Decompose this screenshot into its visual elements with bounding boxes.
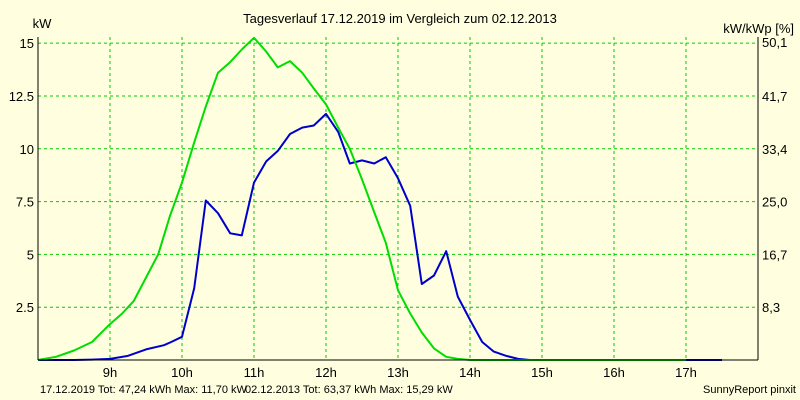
y-tick-label-5: 15 (20, 36, 34, 51)
y-tick-label-1: 5 (27, 247, 34, 262)
chart-title: Tagesverlauf 17.12.2019 im Vergleich zum… (243, 11, 557, 26)
footer-credit: SunnyReport pinxit (703, 384, 796, 396)
x-tick-label-6: 15h (531, 365, 553, 380)
series-line-17-12-2019 (38, 112, 722, 361)
grid-lines (38, 37, 758, 360)
x-tick-label-0: 9h (103, 365, 117, 380)
series-lines (37, 36, 722, 361)
right-tick-label-0: 8,3 (762, 300, 780, 315)
x-tick-label-4: 13h (387, 365, 409, 380)
footer-series-2013: 02.12.2013 Tot: 63,37 kWh Max: 15,29 kW (245, 384, 453, 396)
axis-tick-labels: 2.5 5 7.5 10 12.5 15 8,3 16,7 25,0 33,4 41,7 50,1 9h… (9, 35, 788, 380)
y-tick-label-3: 10 (20, 142, 34, 157)
left-axis-unit-label: kW (33, 16, 53, 31)
footer-series-2019: 17.12.2019 Tot: 47,24 kWh Max: 11,70 kW (40, 384, 247, 396)
right-axis-unit-label: kW/kWp [%] (723, 21, 794, 36)
series-line-02-12-2013 (37, 36, 686, 361)
right-tick-label-1: 16,7 (762, 247, 787, 262)
x-tick-label-2: 11h (244, 365, 265, 380)
y-tick-label-0: 2.5 (16, 300, 34, 315)
right-tick-label-4: 41,7 (762, 89, 787, 104)
right-tick-label-3: 33,4 (762, 142, 787, 157)
x-tick-label-1: 10h (171, 365, 193, 380)
y-tick-label-2: 7.5 (16, 195, 34, 210)
x-tick-label-7: 16h (603, 365, 625, 380)
x-tick-label-8: 17h (675, 365, 697, 380)
right-tick-label-5: 50,1 (762, 35, 787, 50)
x-tick-label-3: 12h (315, 365, 337, 380)
y-tick-label-4: 12.5 (9, 89, 34, 104)
x-tick-label-5: 14h (459, 365, 481, 380)
right-tick-label-2: 25,0 (762, 195, 787, 210)
